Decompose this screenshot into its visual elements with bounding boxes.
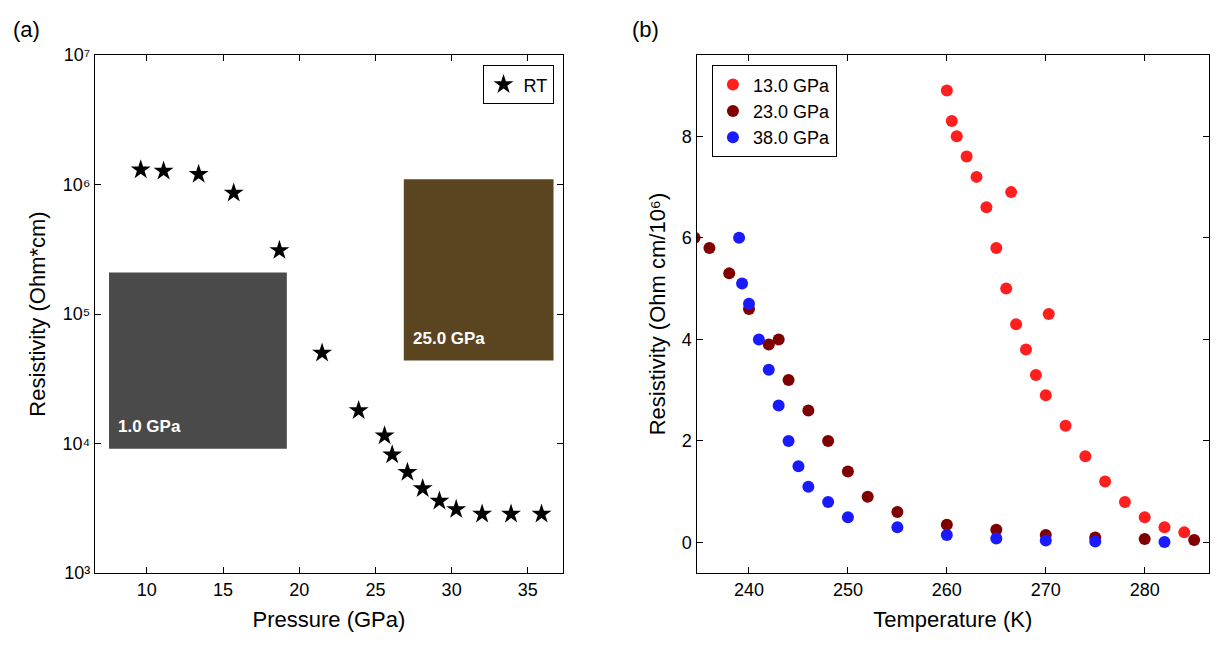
svg-text:Temperature (K): Temperature (K) [873, 607, 1032, 632]
svg-text:35: 35 [518, 580, 538, 600]
svg-text:10⁷: 10⁷ [64, 45, 91, 65]
svg-text:25.0 GPa: 25.0 GPa [413, 329, 485, 348]
svg-text:2: 2 [682, 431, 692, 451]
svg-text:23.0 GPa: 23.0 GPa [753, 102, 830, 122]
svg-text:20: 20 [289, 580, 309, 600]
svg-text:0: 0 [682, 533, 692, 553]
svg-text:10: 10 [137, 580, 157, 600]
svg-text:280: 280 [1130, 580, 1160, 600]
svg-text:1.0 GPa: 1.0 GPa [118, 417, 181, 436]
svg-text:250: 250 [833, 580, 863, 600]
svg-text:8: 8 [682, 127, 692, 147]
svg-text:Resistivity (Ohm*cm): Resistivity (Ohm*cm) [25, 211, 50, 416]
svg-text:RT: RT [524, 76, 548, 96]
svg-text:38.0 GPa: 38.0 GPa [753, 128, 830, 148]
svg-text:25: 25 [365, 580, 385, 600]
svg-text:(a): (a) [13, 17, 40, 42]
svg-text:Resistivity (Ohm cm/10⁶): Resistivity (Ohm cm/10⁶) [645, 193, 670, 436]
svg-text:10⁶: 10⁶ [63, 175, 90, 195]
svg-text:240: 240 [734, 580, 764, 600]
svg-text:30: 30 [442, 580, 462, 600]
svg-text:4: 4 [682, 330, 692, 350]
svg-text:10⁴: 10⁴ [63, 434, 91, 454]
svg-text:10⁵: 10⁵ [63, 304, 90, 324]
svg-text:270: 270 [1031, 580, 1061, 600]
svg-text:15: 15 [213, 580, 233, 600]
svg-text:260: 260 [932, 580, 962, 600]
svg-text:6: 6 [682, 228, 692, 248]
svg-text:10³: 10³ [64, 563, 90, 583]
svg-text:(b): (b) [632, 17, 659, 42]
svg-text:Pressure (GPa): Pressure (GPa) [253, 607, 406, 632]
svg-text:13.0 GPa: 13.0 GPa [753, 76, 830, 96]
